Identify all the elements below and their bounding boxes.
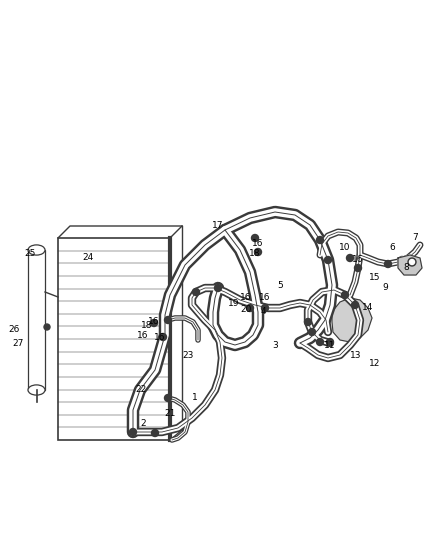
Text: 18: 18 xyxy=(249,248,261,257)
Text: 10: 10 xyxy=(339,244,351,253)
Text: 6: 6 xyxy=(389,243,395,252)
Circle shape xyxy=(261,304,268,311)
Text: 21: 21 xyxy=(164,409,176,418)
Circle shape xyxy=(317,338,324,345)
Text: 23: 23 xyxy=(182,351,194,359)
Circle shape xyxy=(165,317,172,324)
Circle shape xyxy=(354,264,361,271)
Text: 16: 16 xyxy=(154,334,166,343)
Circle shape xyxy=(159,334,166,341)
Circle shape xyxy=(304,319,311,326)
Text: 16: 16 xyxy=(148,317,160,326)
Text: 16: 16 xyxy=(352,255,364,264)
Circle shape xyxy=(346,254,353,262)
Text: 12: 12 xyxy=(369,359,381,367)
Circle shape xyxy=(215,285,222,292)
Circle shape xyxy=(130,429,137,435)
Text: 1: 1 xyxy=(192,393,198,402)
Bar xyxy=(28,250,45,390)
Circle shape xyxy=(410,260,414,264)
Text: 16: 16 xyxy=(240,294,252,303)
Text: 25: 25 xyxy=(25,248,35,257)
Text: 16: 16 xyxy=(137,330,149,340)
Text: 20: 20 xyxy=(240,305,252,314)
Circle shape xyxy=(317,237,324,244)
Text: 16: 16 xyxy=(252,238,264,247)
Text: 14: 14 xyxy=(362,303,374,312)
Text: 22: 22 xyxy=(135,385,147,394)
Bar xyxy=(58,238,170,440)
Text: 26: 26 xyxy=(8,325,20,334)
Circle shape xyxy=(408,258,416,266)
Circle shape xyxy=(251,235,258,241)
Circle shape xyxy=(192,288,199,295)
Text: 3: 3 xyxy=(272,341,278,350)
Ellipse shape xyxy=(28,245,45,255)
Text: 4: 4 xyxy=(260,308,266,317)
Text: 16: 16 xyxy=(259,293,271,302)
Text: 5: 5 xyxy=(277,280,283,289)
Circle shape xyxy=(151,319,158,327)
Circle shape xyxy=(254,248,261,255)
Text: 24: 24 xyxy=(82,254,94,262)
Circle shape xyxy=(44,324,50,330)
Circle shape xyxy=(342,292,349,298)
Text: 17: 17 xyxy=(212,221,224,230)
Circle shape xyxy=(165,394,172,401)
Text: 9: 9 xyxy=(382,284,388,293)
Text: 11: 11 xyxy=(324,341,336,350)
Circle shape xyxy=(352,302,358,309)
Text: 2: 2 xyxy=(140,418,146,427)
Text: 8: 8 xyxy=(403,263,409,272)
Text: 13: 13 xyxy=(350,351,362,359)
Text: 27: 27 xyxy=(12,340,24,349)
Circle shape xyxy=(152,430,159,437)
Polygon shape xyxy=(332,298,372,342)
Text: 18: 18 xyxy=(141,320,153,329)
Circle shape xyxy=(326,338,333,345)
Circle shape xyxy=(385,261,392,268)
Circle shape xyxy=(247,304,254,311)
Text: 7: 7 xyxy=(412,233,418,243)
Ellipse shape xyxy=(28,385,45,395)
Text: 19: 19 xyxy=(228,298,240,308)
Circle shape xyxy=(308,328,315,335)
Circle shape xyxy=(325,256,332,263)
Polygon shape xyxy=(398,255,422,275)
Circle shape xyxy=(399,256,406,263)
Text: 15: 15 xyxy=(369,273,381,282)
